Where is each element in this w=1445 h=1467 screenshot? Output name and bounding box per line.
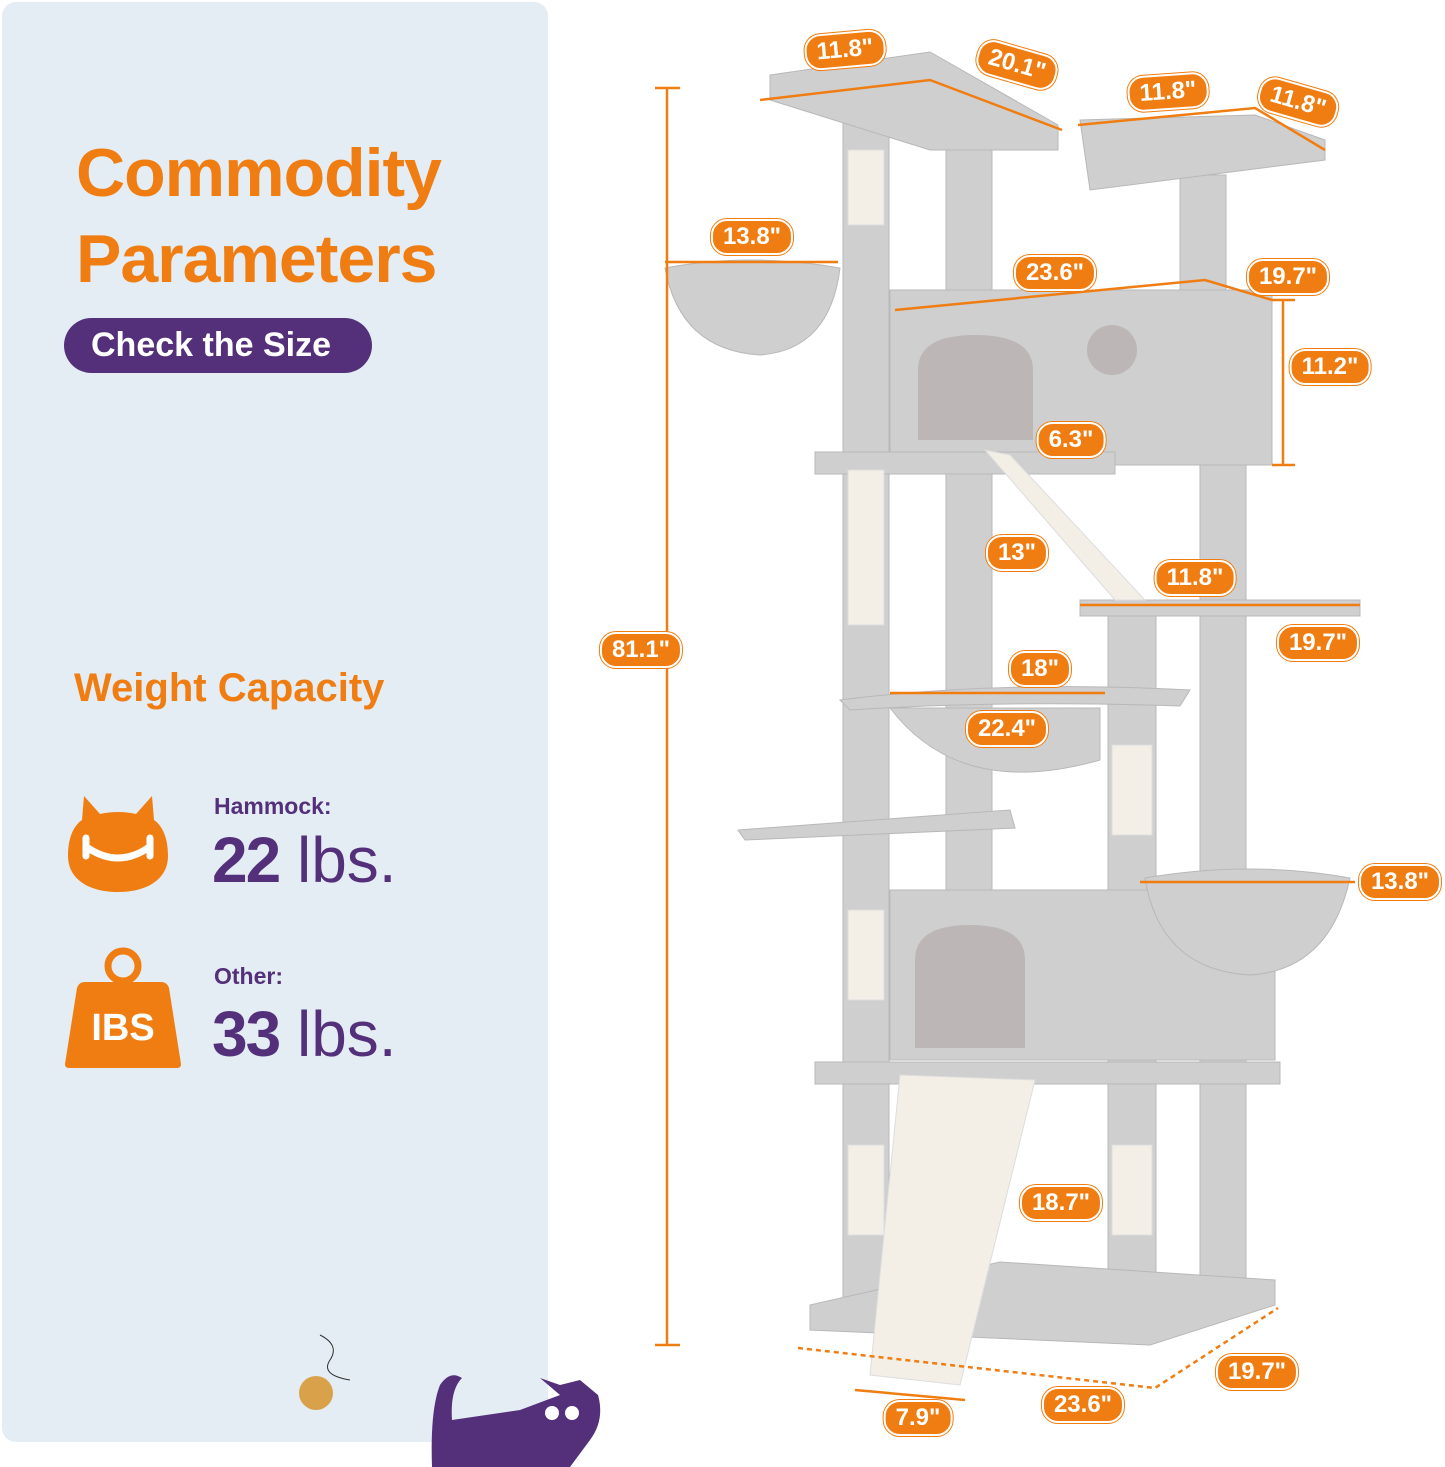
dimension-label: 18.7" (1019, 1185, 1103, 1221)
title-line-2: Parameters (76, 221, 437, 297)
height-label: 81.1" (599, 632, 683, 668)
weight-capacity-heading: Weight Capacity (74, 666, 385, 710)
dimension-label: 13" (985, 535, 1049, 571)
cat-hammock-icon (68, 796, 168, 892)
dimension-label: 19.7" (1246, 259, 1330, 295)
dimension-label: 13.8" (710, 219, 794, 255)
cat-silhouette-icon (431, 1375, 601, 1467)
hammock-capacity: 22 lbs. (212, 828, 397, 892)
dimension-label: 7.9" (883, 1400, 953, 1436)
dimension-label: 18" (1008, 651, 1072, 687)
dimension-label: 22.4" (965, 711, 1049, 747)
other-value: 33 (212, 998, 281, 1070)
title-line-1: Commodity (76, 135, 442, 211)
dimension-label: 11.8" (1154, 560, 1236, 596)
weight-icon-text: IBS (91, 1007, 154, 1049)
hammock-label: Hammock: (214, 793, 332, 819)
page-title: Commodity Parameters (76, 130, 442, 302)
info-panel (2, 2, 548, 1442)
check-size-badge: Check the Size (64, 318, 372, 373)
dimension-label: 19.7" (1215, 1354, 1299, 1390)
dimension-label: 13.8" (1358, 864, 1442, 900)
dimension-label: 11.8" (1126, 71, 1210, 113)
hammock-value: 22 (212, 824, 281, 896)
dimension-label: 6.3" (1036, 422, 1106, 458)
dimension-label: 11.2" (1289, 349, 1371, 385)
yarn-ball-icon (299, 1334, 351, 1410)
other-capacity: 33 lbs. (212, 1002, 397, 1066)
other-label: Other: (214, 963, 283, 989)
hammock-unit: lbs. (296, 824, 397, 896)
dimension-label: 23.6" (1013, 255, 1097, 291)
other-unit: lbs. (296, 998, 397, 1070)
weight-icon: IBS (65, 947, 181, 1068)
dimension-label: 23.6" (1041, 1387, 1125, 1423)
dimension-label: 11.8" (803, 28, 887, 72)
dimension-label: 19.7" (1276, 625, 1360, 661)
